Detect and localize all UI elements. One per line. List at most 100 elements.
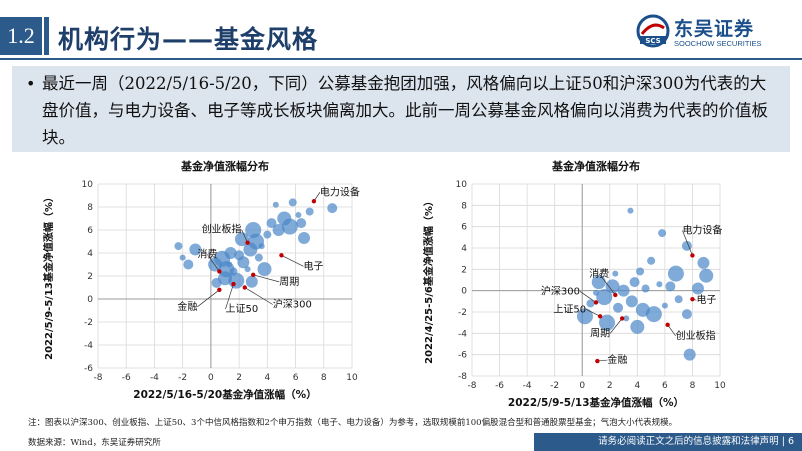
section-number: 1.2 — [0, 17, 42, 55]
summary-bullet: • — [26, 74, 36, 93]
y-tick-label: -6 — [458, 351, 467, 361]
x-tick-label: 8 — [321, 373, 327, 383]
y-axis-label: 2022/4/25-5/6基金净值涨幅（%） — [422, 196, 435, 364]
fund-bubble — [245, 222, 262, 238]
right-scatter-chart: 基金净值涨幅分布 -8 -6 -4 -2 0 2 4 6 8 10 10 8 6 4 2 0 -2 -4 -6 -8 电力… — [422, 159, 726, 409]
y-tick-label: 8 — [87, 203, 93, 213]
reference-point-label: 周期 — [279, 276, 299, 288]
y-tick-label: 4 — [461, 244, 467, 254]
fund-bubble — [699, 268, 714, 283]
summary-text: 最近一周（2022/5/16-5/20，下同）公募基金抱团加强，风格偏向以上证5… — [42, 74, 768, 147]
fund-bubble — [288, 198, 297, 207]
logo-english-name: SOOCHOW SECURITIES — [674, 39, 762, 48]
reference-point-label: 电子 — [303, 259, 323, 272]
y-tick-label: 2 — [87, 272, 93, 282]
fund-bubble — [295, 212, 302, 219]
fund-bubble — [596, 289, 613, 306]
y-tick-label: 4 — [87, 249, 93, 259]
x-tick-label: 8 — [690, 381, 696, 391]
x-tick-label: 6 — [293, 373, 299, 383]
reference-point-label: 消费 — [197, 247, 217, 260]
chart-title: 基金净值涨幅分布 — [551, 159, 640, 173]
reference-point-label: 沪深300 — [273, 298, 312, 311]
reference-point — [245, 240, 250, 245]
label-leader-line — [241, 229, 248, 243]
fund-bubble — [612, 270, 619, 277]
y-tick-label: -8 — [458, 372, 467, 382]
y-tick-label: 10 — [456, 180, 468, 190]
reference-point — [251, 272, 256, 278]
x-tick-label: -6 — [495, 381, 504, 391]
fund-bubble — [674, 295, 683, 304]
label-leader-line — [667, 324, 676, 337]
label-leader-line — [682, 230, 693, 256]
y-tick-label: 10 — [82, 180, 94, 190]
fund-bubble — [683, 348, 696, 361]
disclaimer-bar: 请务必阅读正文之后的信息披露和法律声明 | 6 — [534, 433, 802, 451]
fund-bubble — [327, 203, 338, 214]
x-tick-label: -8 — [94, 373, 103, 383]
x-tick-label: 0 — [208, 373, 214, 383]
reference-point-label: 电子 — [696, 293, 716, 306]
reference-point-label: 金融 — [177, 300, 197, 313]
fund-bubble — [658, 229, 667, 238]
logo-chinese-name: 东吴证券 — [674, 18, 755, 40]
fund-bubble — [244, 266, 251, 273]
reference-point-label: 上证50 — [225, 303, 258, 315]
y-tick-label: -2 — [458, 308, 467, 318]
fund-bubble — [647, 256, 656, 265]
fund-bubble — [263, 230, 272, 239]
page-separator: | — [781, 436, 788, 447]
fund-bubble — [586, 299, 595, 308]
fund-bubble — [665, 281, 676, 292]
disclaimer-text: 请务必阅读正文之后的信息披露和法律声明 — [598, 436, 779, 447]
x-tick-label: 6 — [662, 381, 668, 391]
fund-bubble — [623, 315, 630, 322]
label-leader-line — [281, 254, 304, 267]
reference-point-label: 创业板指 — [676, 329, 716, 342]
fund-bubble — [636, 267, 645, 276]
reference-point — [242, 285, 247, 290]
reference-point — [217, 287, 222, 292]
label-leader-line — [579, 291, 597, 303]
fund-bubble — [174, 242, 183, 251]
reference-point — [690, 297, 695, 302]
x-tick-label: 4 — [264, 373, 270, 383]
header-divider — [0, 58, 802, 60]
fund-bubble — [211, 277, 222, 288]
chart-note: 注：图表以沪深300、创业板指、上证50、3个中信风格指数和2个申万指数（电子、… — [28, 418, 678, 428]
reference-point — [217, 269, 222, 274]
fund-bubble — [641, 284, 650, 293]
fund-bubble — [691, 282, 704, 295]
left-scatter-chart: 基金净值涨幅分布-8 -6 -4 -2 0 2 4 6 8 101086420-2-4-6电力设备… — [42, 159, 360, 401]
reference-point — [690, 253, 695, 258]
label-leader-line — [609, 318, 623, 334]
label-leader-line — [244, 287, 273, 305]
reference-point-label: 金融 — [607, 353, 627, 366]
reference-point-label: 沪深300 — [541, 284, 580, 297]
section-accent-bar — [44, 17, 49, 55]
y-tick-label: -4 — [84, 341, 93, 351]
fund-bubble — [237, 256, 250, 269]
reference-point-label: 周期 — [590, 327, 610, 339]
y-axis-label: 2022/5/9-5/13基金净值涨幅（%） — [42, 192, 55, 360]
x-tick-label: -8 — [468, 381, 477, 391]
fund-bubble — [617, 284, 630, 297]
y-tick-label: 6 — [461, 223, 467, 233]
x-tick-label: -4 — [150, 373, 159, 383]
page-number: 6 — [787, 436, 794, 447]
x-tick-label: 10 — [346, 373, 358, 383]
fund-bubble — [183, 259, 194, 270]
chart-title: 基金净值涨幅分布 — [180, 159, 269, 173]
fund-bubble — [591, 275, 606, 290]
reference-point-label: 消费 — [589, 267, 609, 280]
fund-bubble — [272, 224, 285, 236]
label-leader-line — [225, 283, 234, 310]
summary-box: • 最近一周（2022/5/16-5/20，下同）公募基金抱团加强，风格偏向以上… — [12, 66, 790, 152]
y-tick-label: 8 — [461, 201, 467, 211]
fund-bubble — [258, 243, 265, 250]
reference-point — [279, 253, 284, 258]
fund-bubble — [667, 265, 684, 282]
fund-bubble — [613, 302, 624, 313]
reference-point — [619, 316, 625, 321]
